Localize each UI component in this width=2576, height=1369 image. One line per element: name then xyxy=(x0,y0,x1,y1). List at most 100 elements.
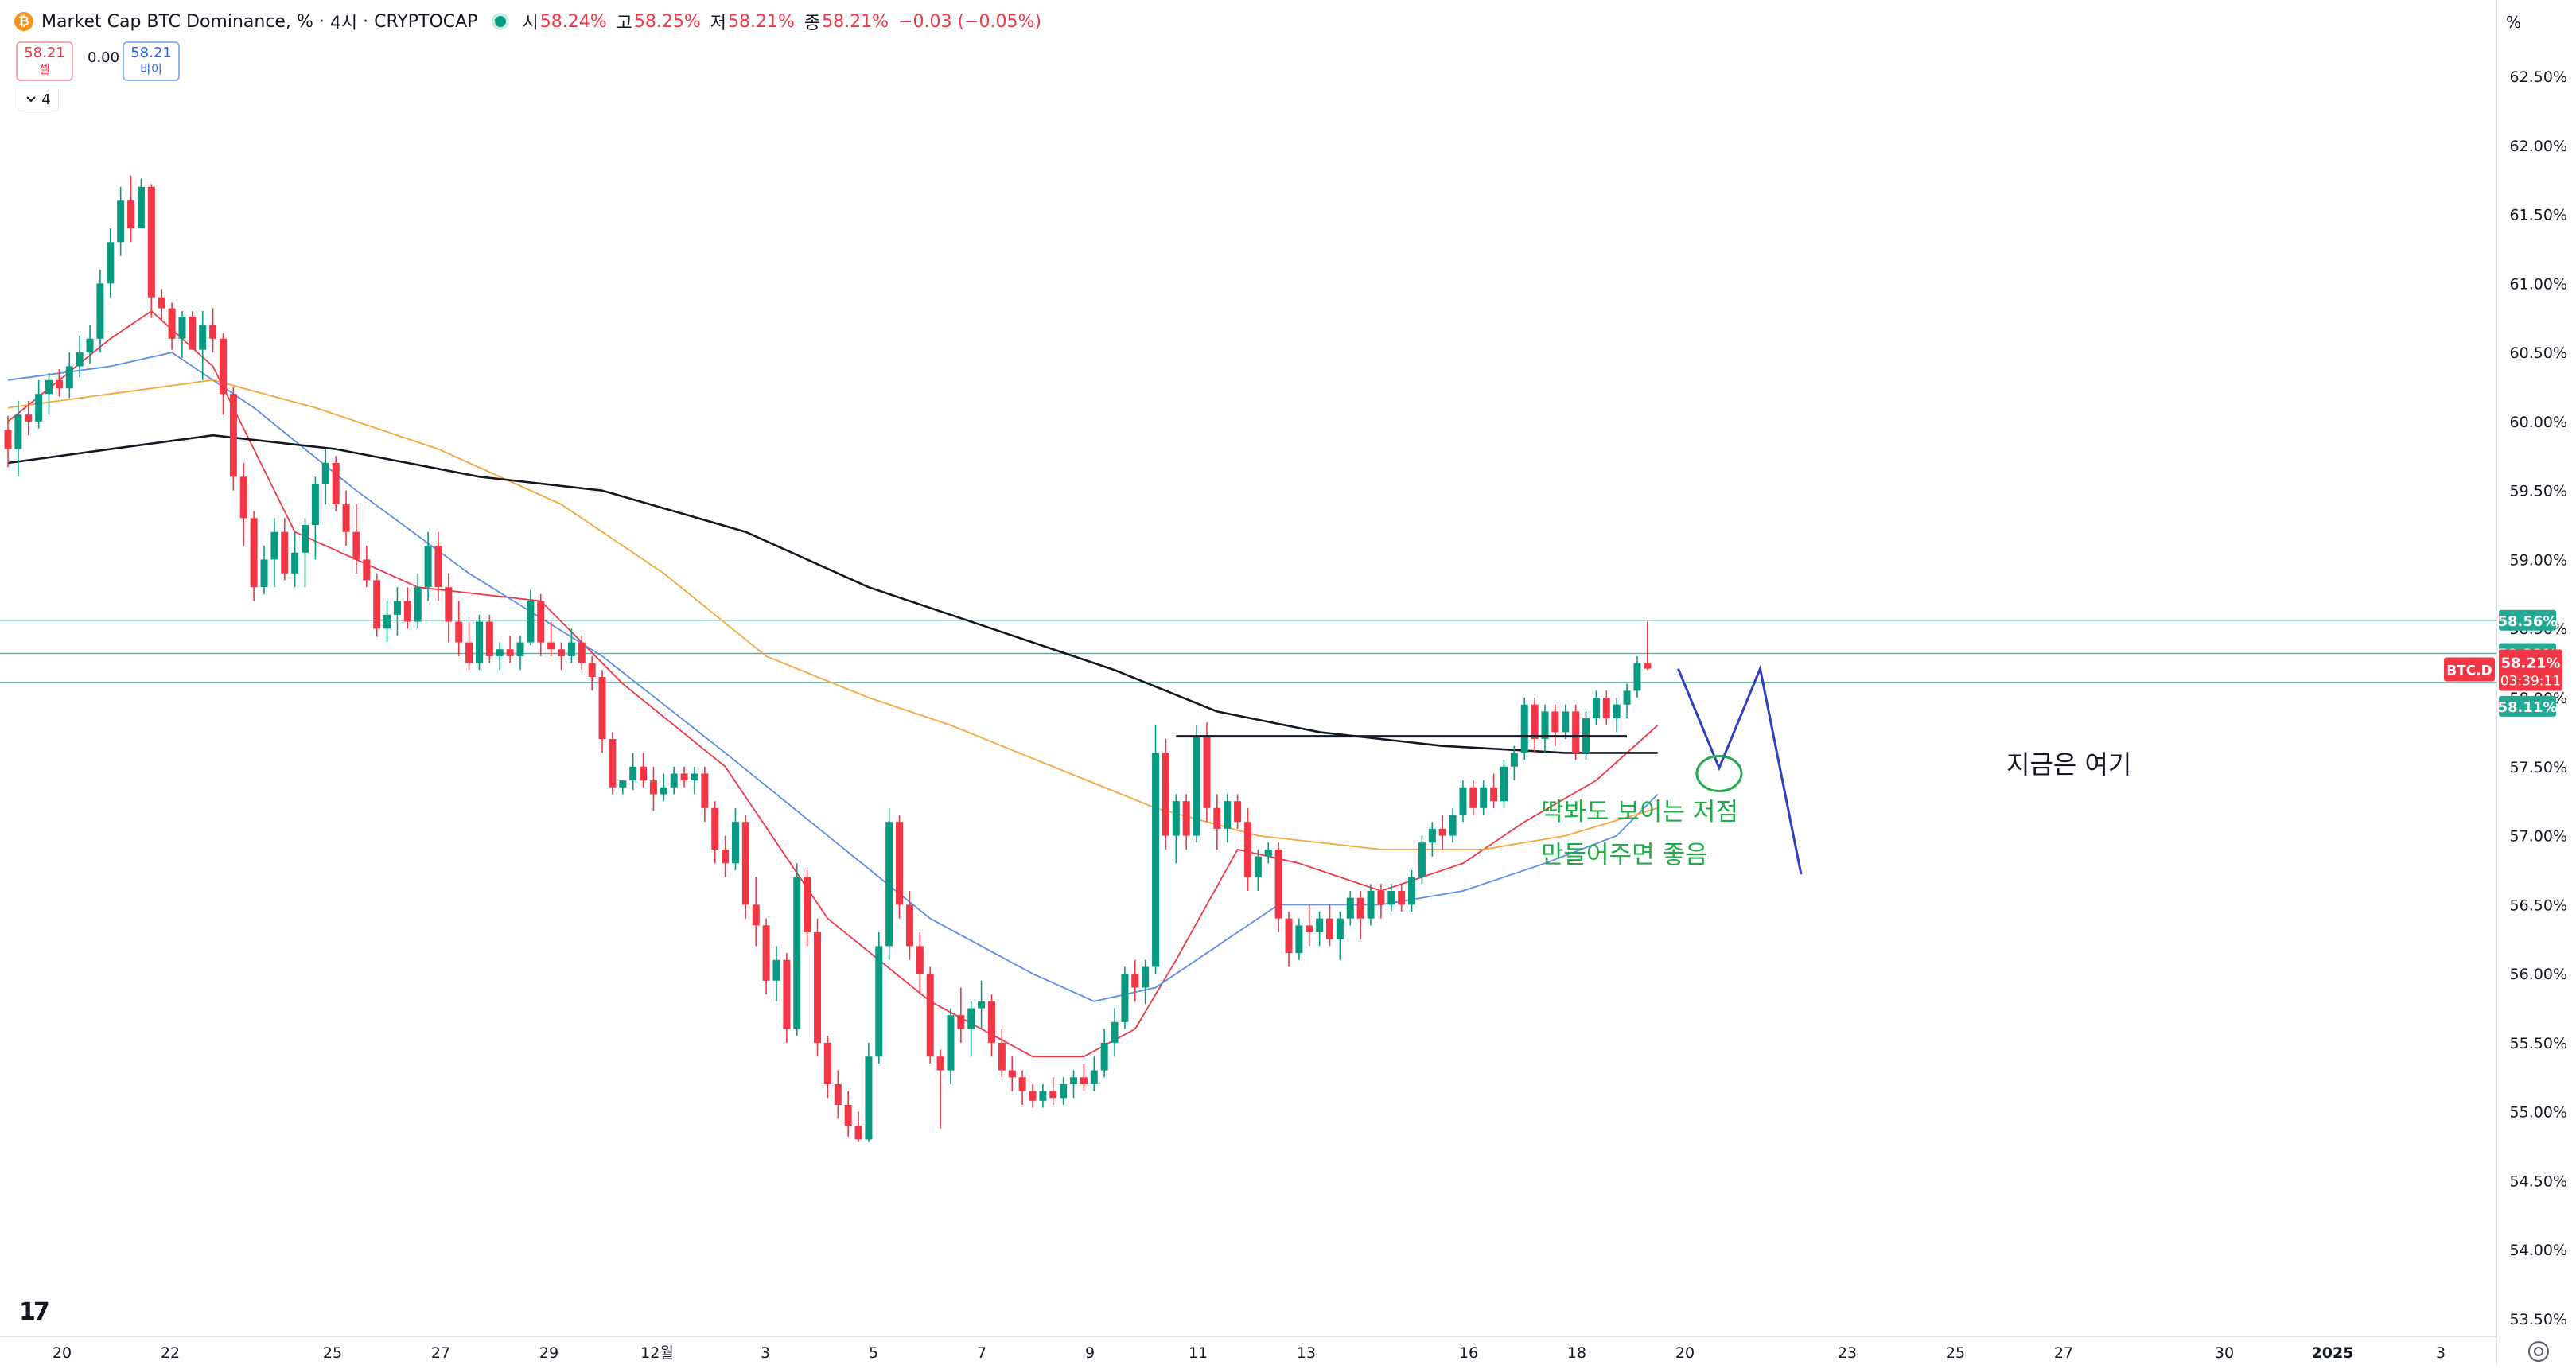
candle-body xyxy=(1018,1077,1026,1091)
candle xyxy=(967,1001,975,1057)
price-axis-labels: 62.50% 62.00% 61.50% 61.00% 60.50% 60.00% 59.5… xyxy=(2498,68,2567,1328)
tradingview-logo[interactable]: 17 xyxy=(19,1298,50,1326)
candle xyxy=(352,504,360,574)
candle xyxy=(823,1036,831,1099)
candle xyxy=(393,587,401,636)
candle-body xyxy=(680,773,688,781)
candle xyxy=(455,601,463,656)
price-axis[interactable]: 62.50% 62.00% 61.50% 61.00% 60.50% 60.00% 59.5… xyxy=(2496,0,2576,1365)
buy-button[interactable]: 58.21 바이 xyxy=(123,41,180,81)
high-label: 고 xyxy=(616,14,632,33)
candle xyxy=(1008,1056,1016,1091)
candle xyxy=(814,918,822,1057)
candle-body xyxy=(731,822,739,864)
candle-body xyxy=(76,352,84,367)
candle xyxy=(649,766,657,811)
chart-area[interactable]: 지금은 여기 딱봐도 보이는 저점 만들어주면 좋음 BTC.D ₿ Market … xyxy=(0,0,2496,1336)
level-price-tag-text: 58.11% xyxy=(2498,699,2558,716)
candle xyxy=(1018,1070,1026,1105)
time-axis[interactable]: 20 22 25 27 29 12월 3 5 7 9 11 13 16 18 20 23 25 27 30 2025 3 xyxy=(0,1336,2496,1366)
candle-body xyxy=(926,974,934,1057)
candle-body xyxy=(701,773,709,808)
candle xyxy=(896,815,904,919)
candle-body xyxy=(270,531,278,560)
candle-body xyxy=(1049,1091,1057,1099)
time-tick-label: 3 xyxy=(761,1344,770,1362)
symbol-title[interactable]: Market Cap BTC Dominance, % xyxy=(41,11,313,32)
candle-body xyxy=(578,642,586,663)
candle-body xyxy=(741,822,749,905)
candle-body xyxy=(199,325,207,350)
buy-label: 바이 xyxy=(140,62,162,76)
time-tick-label: 13 xyxy=(1297,1344,1316,1362)
time-tick-label: 2025 xyxy=(2312,1344,2354,1362)
countdown-value: 03:39:11 xyxy=(2500,674,2561,690)
candle xyxy=(804,869,811,947)
candle xyxy=(660,773,667,802)
candle-body xyxy=(537,601,545,643)
candle-body xyxy=(1039,1091,1047,1101)
candle-body xyxy=(35,394,43,422)
candle xyxy=(619,780,627,795)
candle-body xyxy=(147,186,155,298)
price-tick-label: 61.00% xyxy=(2510,275,2567,293)
axis-unit-label[interactable]: % xyxy=(2506,13,2522,32)
candle-body xyxy=(96,283,104,339)
candle xyxy=(403,587,411,629)
moving-average-line xyxy=(7,434,1658,754)
candle xyxy=(1152,725,1160,974)
sell-label: 셀 xyxy=(39,62,50,76)
candle-body xyxy=(588,663,596,677)
candle-body xyxy=(332,462,340,505)
candle xyxy=(219,333,227,415)
candle-body xyxy=(1623,690,1631,705)
candle xyxy=(588,655,596,691)
symbol-tag-bg xyxy=(2444,657,2495,682)
candle xyxy=(302,518,309,588)
level-price-tag: 58.11% xyxy=(2498,695,2558,717)
settings-gear-icon[interactable] xyxy=(2528,1341,2549,1362)
candle-body xyxy=(1152,753,1160,967)
open-value: 58.24% xyxy=(539,11,607,32)
candle xyxy=(1203,722,1211,823)
time-tick-label: 29 xyxy=(539,1344,558,1362)
candle-body xyxy=(1367,890,1375,919)
close-label: 종 xyxy=(804,14,821,33)
candle-body xyxy=(978,1001,986,1009)
candle-body xyxy=(1193,736,1200,836)
candle xyxy=(711,801,719,864)
candle-body xyxy=(1356,897,1364,919)
candle-body xyxy=(1520,704,1528,753)
candle-body xyxy=(45,379,53,395)
candle-body xyxy=(1541,711,1549,740)
candle-body xyxy=(14,414,22,449)
candle-body xyxy=(1162,753,1169,836)
candle-body xyxy=(1111,1021,1119,1043)
candle-body xyxy=(957,1015,965,1029)
candle xyxy=(1316,912,1324,947)
candle xyxy=(55,368,63,397)
low-label: 저 xyxy=(710,14,726,33)
candle xyxy=(844,1091,852,1137)
candle-body xyxy=(916,946,924,974)
interval-label[interactable]: 4시 xyxy=(329,14,358,33)
candle-body xyxy=(854,1126,862,1140)
candle xyxy=(1306,904,1313,947)
price-tick-label: 60.50% xyxy=(2510,344,2567,362)
candle-body xyxy=(772,959,780,981)
candle-body xyxy=(1121,974,1129,1022)
candle xyxy=(1438,815,1446,850)
candle-body xyxy=(1008,1070,1016,1078)
candle-body xyxy=(1274,849,1282,919)
sell-button[interactable]: 58.21 셀 xyxy=(16,41,73,81)
candle-body xyxy=(1243,822,1251,877)
market-status-icon[interactable] xyxy=(495,16,507,27)
candle xyxy=(1285,912,1293,967)
candle xyxy=(35,379,43,429)
indicators-toggle-button[interactable]: 4 xyxy=(18,88,59,111)
candle xyxy=(1418,835,1426,885)
candle-body xyxy=(475,621,483,663)
candle xyxy=(987,994,995,1057)
candle xyxy=(875,932,883,1064)
